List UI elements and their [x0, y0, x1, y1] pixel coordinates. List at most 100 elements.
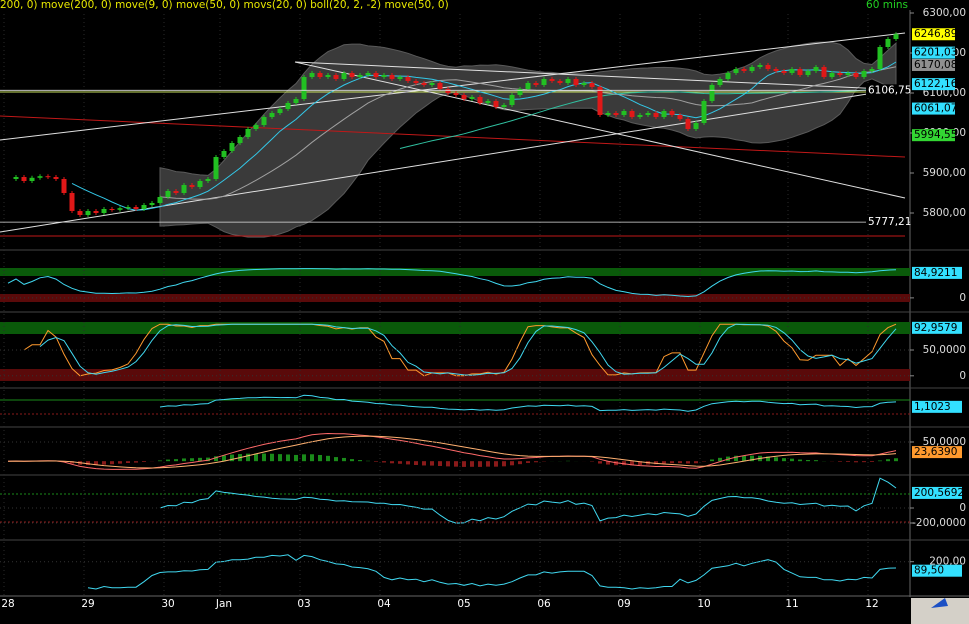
- candle: [13, 177, 19, 179]
- histogram-bar: [814, 460, 818, 462]
- candle: [373, 73, 379, 77]
- candle: [45, 176, 51, 178]
- candle: [213, 157, 219, 179]
- indicator-line: [159, 477, 897, 524]
- histogram-bar: [230, 454, 234, 462]
- candle: [701, 101, 707, 123]
- candle: [325, 75, 331, 77]
- corner-icon[interactable]: [931, 598, 948, 608]
- indicator-panel: [7, 432, 898, 470]
- histogram-bar: [294, 454, 298, 462]
- x-tick-label: 06: [537, 598, 551, 610]
- histogram-bar: [622, 461, 626, 466]
- histogram-bar: [118, 461, 122, 464]
- indicator-panel: [159, 394, 897, 412]
- y-tick-label: 50,0000: [923, 436, 966, 448]
- value-label-box: [912, 564, 962, 577]
- candle: [173, 191, 179, 193]
- candle: [349, 73, 355, 77]
- candle: [125, 207, 131, 209]
- candle: [453, 93, 459, 95]
- histogram-bar: [894, 458, 898, 462]
- histogram-bar: [742, 455, 746, 462]
- value-label: 89,50: [914, 565, 944, 577]
- indicator-panel: [7, 268, 897, 298]
- candle: [501, 105, 507, 107]
- value-label-box: [912, 266, 962, 279]
- candle: [37, 176, 43, 178]
- candle: [189, 185, 195, 187]
- candle: [509, 95, 515, 105]
- value-label: 1,1023: [914, 401, 951, 413]
- candle: [301, 77, 307, 99]
- candle: [781, 71, 787, 73]
- value-label-box: [912, 400, 962, 413]
- histogram-bar: [798, 459, 802, 462]
- value-label-box: [912, 486, 962, 499]
- candle: [597, 87, 603, 115]
- histogram-bar: [190, 458, 194, 462]
- histogram-bar: [662, 461, 666, 464]
- histogram-bar: [214, 456, 218, 462]
- price-label-box: [866, 84, 909, 97]
- candle: [485, 101, 491, 103]
- x-tick-label: 28: [1, 598, 14, 610]
- candle: [77, 211, 83, 215]
- candle: [885, 39, 891, 47]
- candle: [709, 85, 715, 101]
- candle: [117, 208, 123, 210]
- indicator-line: [7, 435, 897, 469]
- histogram-bar: [134, 461, 138, 463]
- histogram-bar: [182, 458, 186, 462]
- histogram-bar: [126, 461, 130, 464]
- indicator-line: [87, 554, 897, 590]
- histogram-bar: [142, 461, 146, 462]
- histogram-bar: [638, 461, 642, 466]
- price-label-box: [912, 58, 955, 71]
- price-label: 6246,89: [914, 28, 957, 40]
- candle: [677, 115, 683, 119]
- histogram-bar: [470, 461, 474, 467]
- histogram-bar: [806, 460, 810, 462]
- price-label-box: [912, 28, 955, 41]
- histogram-bar: [862, 461, 866, 463]
- y-tick-label: 0: [959, 292, 966, 304]
- histogram-bar: [310, 454, 314, 462]
- candle: [861, 71, 867, 77]
- candle: [573, 79, 579, 85]
- candle: [493, 101, 499, 107]
- candle: [109, 209, 115, 210]
- histogram-bar: [422, 461, 426, 466]
- histogram-bar: [734, 455, 738, 462]
- y-tick-label: 5900,00: [923, 167, 966, 179]
- candle: [445, 89, 451, 93]
- price-label-box: [912, 129, 955, 142]
- candle: [381, 75, 387, 77]
- candle: [229, 143, 235, 151]
- y-tick-label: 5800,00: [923, 207, 966, 219]
- histogram-bar: [390, 461, 394, 464]
- histogram-bar: [94, 461, 98, 466]
- candle: [317, 73, 323, 77]
- histogram-bar: [630, 461, 634, 466]
- candle: [293, 99, 299, 103]
- x-tick-label: 05: [457, 598, 470, 610]
- x-tick-label: Jan: [215, 598, 232, 610]
- candle: [61, 179, 67, 193]
- y-tick-label: -200,0000: [912, 517, 966, 529]
- price-label-box: [912, 46, 955, 59]
- histogram-bar: [654, 461, 658, 465]
- indicator-header: 200, 0) move(200, 0) move(9, 0) move(50,…: [0, 0, 449, 11]
- candle: [669, 111, 675, 115]
- histogram-bar: [326, 455, 330, 462]
- candle: [181, 185, 187, 193]
- price-label: 6122,16: [914, 78, 958, 90]
- candle: [685, 119, 691, 129]
- histogram-bar: [334, 457, 338, 462]
- histogram-bar: [462, 461, 466, 467]
- histogram-bar: [446, 461, 450, 467]
- histogram-bar: [414, 461, 418, 465]
- candle: [253, 125, 259, 129]
- oversold-zone: [0, 294, 910, 302]
